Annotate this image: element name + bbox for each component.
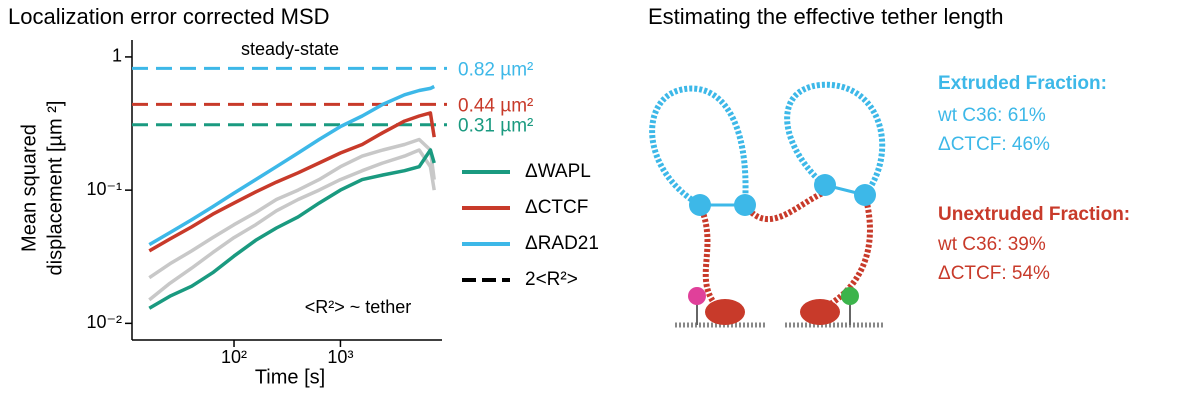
y-tick-label: 1 <box>112 46 122 66</box>
annotation: <R²> ~ tether <box>305 297 412 317</box>
reference-label: 0.31 µm² <box>458 116 533 137</box>
x-tick-label: 10³ <box>327 347 353 367</box>
series-line <box>148 111 436 253</box>
extruded-heading: Extruded Fraction: <box>938 73 1107 94</box>
y-tick-label: 10⁻¹ <box>86 179 122 199</box>
legend-label: ΔRAD21 <box>525 233 599 254</box>
x-tick-label: 10² <box>221 347 247 367</box>
annotation: steady-state <box>241 39 339 59</box>
extruded-line: ΔCTCF: 46% <box>938 134 1050 155</box>
y-axis-label: Mean squared <box>18 124 40 252</box>
tether-diagram <box>649 81 886 328</box>
series-line <box>148 84 435 247</box>
y-axis-label: displacement [µm ²] <box>44 101 66 276</box>
y-tick-label: 10⁻² <box>86 312 122 332</box>
reference-label: 0.44 µm² <box>458 95 533 116</box>
series-line <box>148 148 436 310</box>
x-axis-label: Time [s] <box>255 366 325 388</box>
legend-label: ΔCTCF <box>525 197 588 218</box>
reference-label: 0.82 µm² <box>458 59 533 80</box>
extruded-line: wt C36: 61% <box>937 105 1046 126</box>
series-line <box>148 148 436 302</box>
chart-title: Localization error corrected MSD <box>8 4 330 29</box>
unextruded-heading: Unextruded Fraction: <box>938 204 1130 225</box>
diagram-title: Estimating the effective tether length <box>648 4 1003 29</box>
unextruded-line: wt C36: 39% <box>937 234 1046 255</box>
legend-label: ΔWAPL <box>525 161 591 182</box>
unextruded-line: ΔCTCF: 54% <box>938 263 1050 284</box>
series-line <box>148 137 436 280</box>
legend-label: 2<R²> <box>525 269 578 290</box>
